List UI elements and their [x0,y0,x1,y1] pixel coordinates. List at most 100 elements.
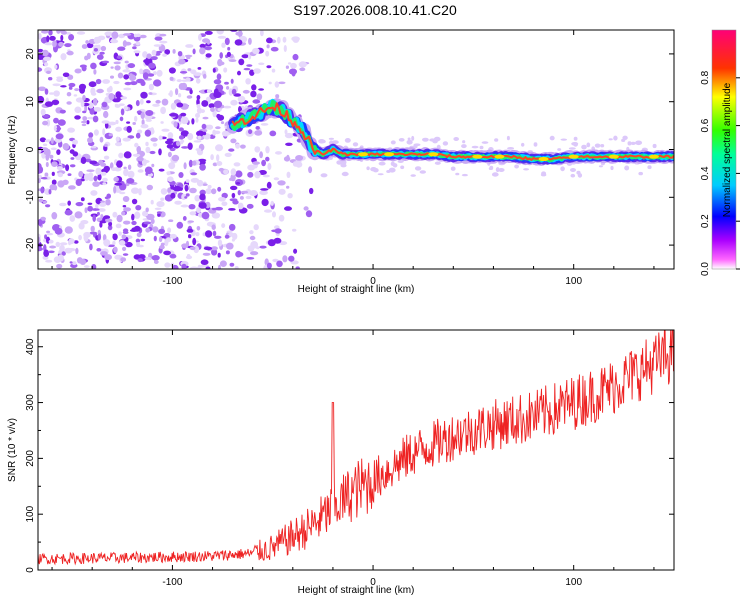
noise-speckle [278,214,285,222]
track-halo-speckle [577,173,583,178]
noise-speckle [250,90,257,98]
noise-speckle [254,130,263,136]
noise-speckle [196,95,201,100]
noise-speckle [88,102,94,109]
noise-speckle [93,69,97,75]
noise-speckle [181,243,189,249]
noise-speckle [202,38,210,43]
noise-speckle [88,132,94,138]
noise-speckle [196,179,204,187]
noise-speckle [218,264,221,269]
noise-speckle [140,238,145,242]
noise-speckle [217,252,221,258]
noise-speckle [38,178,41,184]
noise-speckle [38,166,44,174]
noise-speckle [47,250,55,254]
noise-speckle [184,54,193,58]
noise-speckle [124,60,129,64]
noise-speckle [187,220,194,223]
noise-speckle [159,40,168,44]
noise-speckle [211,248,218,256]
noise-speckle [285,65,289,69]
noise-speckle [290,62,297,69]
noise-speckle [158,168,165,172]
noise-speckle [58,41,64,47]
noise-speckle [146,100,151,104]
track-halo-speckle [479,145,484,150]
noise-speckle [155,50,162,54]
noise-speckle [55,241,61,247]
noise-speckle [131,77,137,80]
noise-speckle [145,118,152,122]
noise-speckle [166,237,172,243]
noise-speckle [84,55,89,61]
noise-speckle [74,115,81,120]
track-halo-speckle [320,139,326,144]
noise-speckle [75,247,79,255]
noise-speckle [210,246,218,251]
noise-speckle [151,49,157,56]
noise-speckle [112,240,116,246]
track-halo-speckle [622,135,628,140]
snr-y-tick-label: 0 [25,567,36,573]
noise-speckle [218,167,225,172]
noise-speckle [268,81,272,85]
noise-speckle [204,30,213,35]
noise-speckle [127,170,135,179]
noise-speckle [235,143,241,149]
noise-speckle [250,251,259,256]
noise-speckle [75,178,83,186]
noise-speckle [65,164,70,172]
noise-speckle [226,242,234,250]
noise-speckle [82,110,87,114]
noise-speckle [68,185,76,190]
noise-speckle [245,78,251,85]
noise-speckle [82,94,86,101]
track-halo-speckle [560,166,565,172]
noise-speckle [40,108,46,116]
noise-speckle [216,30,224,35]
noise-speckle [114,182,123,186]
noise-speckle [72,139,78,145]
noise-speckle [180,204,189,208]
noise-speckle [140,111,145,120]
noise-speckle [180,112,187,117]
noise-speckle [273,237,282,244]
noise-speckle [46,148,51,157]
noise-speckle [142,51,148,58]
noise-speckle [100,45,107,52]
spectrogram-y-tick-label: 20 [25,48,36,60]
noise-speckle [127,63,136,69]
noise-speckle [267,162,272,171]
noise-speckle [134,115,138,122]
noise-speckle [52,40,57,48]
noise-speckle [285,142,293,146]
noise-speckle [246,257,255,260]
noise-speckle [287,62,292,65]
noise-speckle [229,198,238,202]
noise-speckle [53,125,58,132]
noise-speckle [126,125,132,133]
track-halo-speckle [594,143,601,148]
noise-speckle [192,160,197,166]
noise-speckle [254,146,261,153]
noise-speckle [135,41,141,46]
track-halo-speckle [598,165,603,168]
noise-speckle [172,49,176,54]
noise-speckle [230,185,238,191]
noise-speckle [158,228,166,234]
noise-speckle [44,42,53,46]
noise-speckle [93,129,99,136]
noise-speckle [80,100,85,108]
track-halo-speckle [560,138,568,141]
noise-speckle [190,177,200,183]
noise-speckle [38,219,43,227]
noise-speckle [221,201,228,207]
noise-speckle [49,245,57,249]
noise-speckle [260,123,269,126]
noise-speckle [180,130,189,137]
noise-speckle [97,173,102,181]
noise-speckle [88,172,94,178]
noise-speckle [124,81,132,86]
noise-speckle [303,206,309,211]
